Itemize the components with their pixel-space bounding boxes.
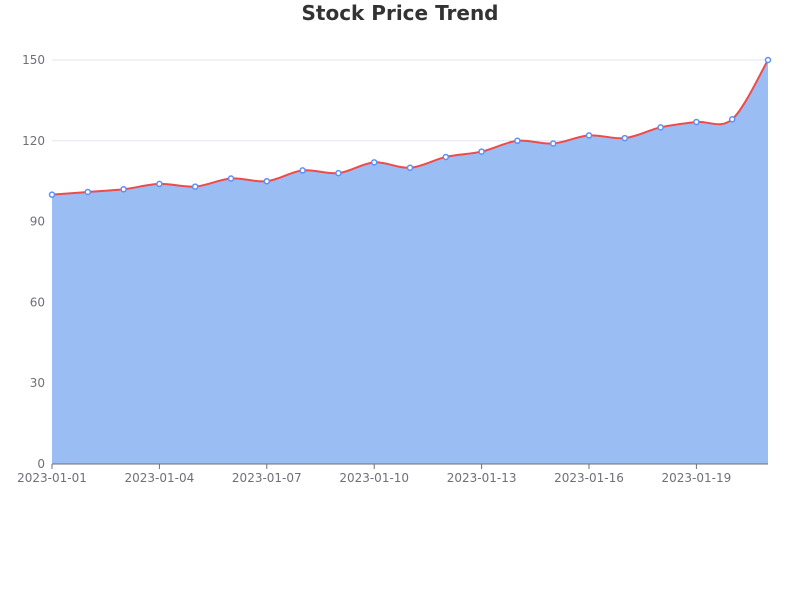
x-tick-label: 2023-01-01 bbox=[17, 471, 87, 485]
data-point bbox=[370, 159, 378, 166]
chart-title: Stock Price Trend bbox=[301, 1, 499, 25]
data-point bbox=[621, 134, 629, 142]
x-tick-label: 2023-01-07 bbox=[232, 471, 302, 485]
y-tick-label: 150 bbox=[22, 53, 45, 67]
data-point bbox=[84, 188, 92, 196]
data-point bbox=[478, 148, 485, 155]
data-point bbox=[299, 167, 306, 174]
data-point bbox=[406, 164, 414, 171]
x-axis-ticks: 2023-01-01 2023-01-04 2023-01-07 2023-01-10… bbox=[17, 464, 731, 485]
data-point bbox=[514, 137, 521, 145]
data-point bbox=[156, 180, 163, 188]
y-tick-label: 30 bbox=[30, 376, 45, 390]
data-point bbox=[263, 177, 271, 185]
x-tick-label: 2023-01-13 bbox=[447, 471, 517, 485]
data-point bbox=[693, 118, 700, 126]
y-tick-label: 60 bbox=[30, 295, 45, 309]
data-point bbox=[549, 140, 557, 147]
data-point bbox=[657, 124, 664, 131]
data-point bbox=[191, 183, 199, 190]
y-tick-label: 90 bbox=[30, 215, 45, 229]
data-point bbox=[442, 153, 450, 161]
x-tick-label: 2023-01-16 bbox=[554, 471, 624, 485]
data-points bbox=[48, 56, 772, 198]
data-point bbox=[764, 56, 772, 64]
data-point bbox=[335, 169, 342, 177]
data-point bbox=[585, 132, 593, 139]
y-tick-label: 120 bbox=[22, 134, 45, 148]
data-point bbox=[120, 186, 127, 193]
x-tick-label: 2023-01-10 bbox=[339, 471, 409, 485]
y-axis-ticks: 0 30 60 90 120 150 bbox=[22, 53, 45, 471]
x-tick-label: 2023-01-19 bbox=[662, 471, 732, 485]
data-point bbox=[227, 175, 235, 182]
x-tick-label: 2023-01-04 bbox=[125, 471, 195, 485]
area-fill bbox=[52, 60, 768, 464]
data-point bbox=[48, 191, 56, 198]
data-point bbox=[728, 116, 736, 123]
y-tick-label: 0 bbox=[37, 457, 45, 471]
